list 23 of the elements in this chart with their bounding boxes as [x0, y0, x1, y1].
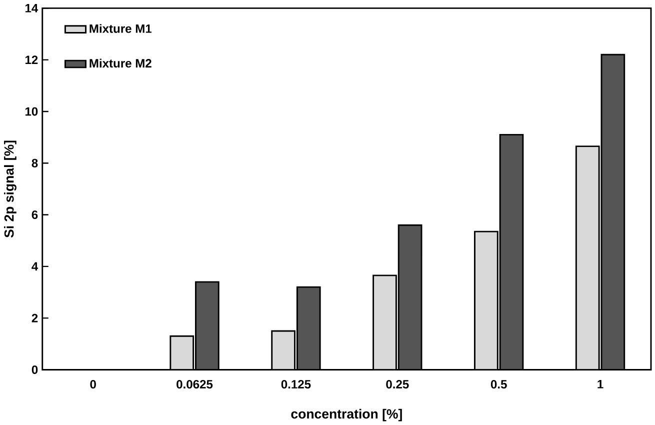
- bar: [195, 281, 220, 370]
- x-axis-title: concentration [%]: [291, 408, 402, 422]
- bar: [600, 54, 626, 370]
- legend-label: Mixture M1: [90, 24, 152, 33]
- y-tick-label: 14: [25, 4, 38, 12]
- y-tick-label: 12: [25, 56, 38, 64]
- bar: [398, 224, 422, 370]
- y-tick-label: 8: [32, 158, 38, 168]
- x-tick-label: 0.25: [386, 380, 409, 388]
- legend-label: Mixture M2: [90, 58, 152, 68]
- x-tick-label: 0.125: [281, 380, 311, 388]
- bar: [499, 134, 524, 370]
- y-tick-label: 4: [32, 262, 38, 270]
- bar: [296, 286, 321, 370]
- y-tick-label: 6: [32, 210, 38, 219]
- x-tick-label: 0.5: [490, 380, 507, 388]
- y-tick-label: 0: [32, 365, 38, 374]
- x-tick-label: 0: [90, 380, 96, 388]
- y-axis-title: Si 2p signal [%]: [4, 140, 16, 238]
- x-tick-label: 0.0625: [176, 380, 213, 388]
- y-tick-label: 2: [32, 314, 38, 322]
- y-tick-label: 10: [25, 107, 38, 116]
- x-tick-label: 1: [598, 380, 604, 388]
